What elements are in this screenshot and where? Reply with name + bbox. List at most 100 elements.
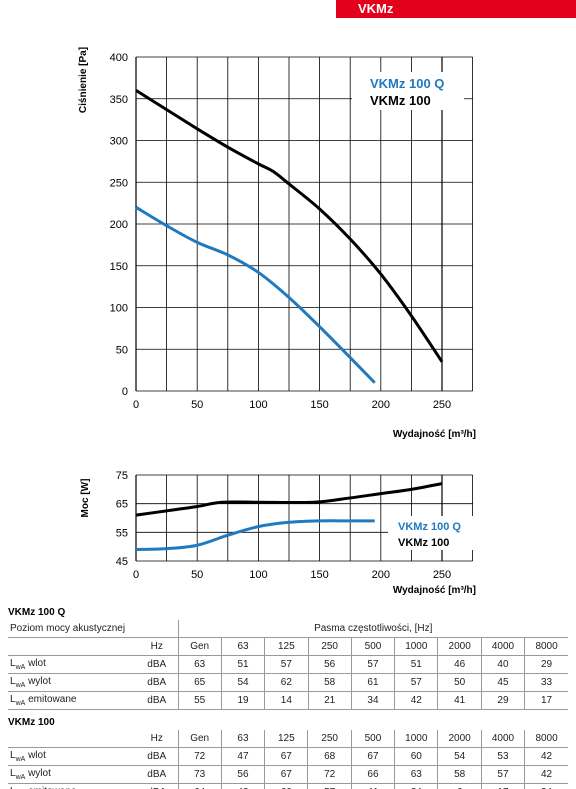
pressure-x-axis-label: Wydajność [m³/h] bbox=[393, 429, 476, 440]
column-header: 250 bbox=[307, 730, 352, 748]
column-header: 2000 bbox=[437, 730, 482, 748]
table-cell: 51 bbox=[394, 655, 438, 674]
c2-y-tick-label: 55 bbox=[116, 527, 128, 539]
column-header: 250 bbox=[307, 637, 352, 656]
c1-y-tick-label: 50 bbox=[116, 344, 128, 356]
table-cell: 54 bbox=[220, 673, 265, 692]
table-cell: 54 bbox=[437, 747, 482, 766]
acoustic-table-q: VKMz 100 Q Poziom mocy akustycznej Pasma… bbox=[8, 606, 568, 710]
table-columns-row: Hz Gen 63 125 250 500 1000 2000 4000 8000 bbox=[8, 637, 568, 656]
c1-x-tick-label: 100 bbox=[249, 399, 267, 411]
row-label: LwA emitowane bbox=[8, 783, 136, 789]
c2-y-tick-label: 75 bbox=[116, 470, 128, 482]
column-header: 500 bbox=[350, 637, 395, 656]
column-header: 8000 bbox=[524, 637, 568, 656]
c2-x-tick-label: 0 bbox=[133, 569, 139, 581]
power-y-axis-label: Moc [W] bbox=[80, 479, 91, 518]
table-cell: 14 bbox=[264, 691, 308, 710]
table-cell: 72 bbox=[307, 765, 352, 784]
row-unit: dBA bbox=[136, 747, 178, 766]
power-legend-100: VKMz 100 bbox=[398, 537, 449, 549]
table-cell: 57 bbox=[394, 673, 438, 692]
table-cell: 41 bbox=[437, 691, 482, 710]
c2-x-tick-label: 50 bbox=[191, 569, 203, 581]
table-cell: 34 bbox=[350, 691, 395, 710]
unit-header: Hz bbox=[136, 637, 179, 656]
table-cell: 64 bbox=[177, 783, 222, 789]
table-row: LwA emitowanedBA64436057412461724 bbox=[8, 783, 568, 789]
power-x-axis-label: Wydajność [m³/h] bbox=[393, 585, 476, 596]
row-label: LwA wlot bbox=[8, 655, 136, 674]
table-cell: 66 bbox=[350, 765, 395, 784]
c2-y-tick-label: 45 bbox=[116, 556, 128, 568]
table-cell: 29 bbox=[524, 655, 568, 674]
table-cell: 45 bbox=[480, 673, 525, 692]
column-header: 4000 bbox=[480, 637, 525, 656]
table-cell: 41 bbox=[350, 783, 395, 789]
row-unit: dBA bbox=[136, 765, 178, 784]
table-cell: 67 bbox=[264, 765, 308, 784]
acoustic-table-q-title: VKMz 100 Q bbox=[8, 607, 66, 618]
c1-x-tick-label: 0 bbox=[133, 399, 139, 411]
table-cell: 17 bbox=[524, 691, 568, 710]
pressure-y-axis-label: Ciśnienie [Pa] bbox=[78, 47, 89, 113]
c1-y-tick-label: 350 bbox=[110, 94, 128, 106]
c2-series-line-0 bbox=[135, 519, 375, 552]
column-header: 1000 bbox=[394, 730, 438, 748]
table-cell: 62 bbox=[264, 673, 308, 692]
table-cell: 51 bbox=[220, 655, 265, 674]
c1-y-tick-label: 200 bbox=[110, 219, 128, 231]
c2-series-line-1 bbox=[135, 482, 443, 517]
c1-y-tick-label: 100 bbox=[110, 303, 128, 315]
table-row: LwA wlot dBA 72 47 67 68 67 60 54 53 42 bbox=[8, 747, 568, 766]
column-header: 4000 bbox=[480, 730, 525, 748]
pressure-legend-100: VKMz 100 bbox=[370, 93, 431, 108]
table-row: LwA emitowane dBA 55 19 14 21 34 42 41 29 17 bbox=[8, 691, 568, 710]
c1-x-tick-label: 50 bbox=[191, 399, 203, 411]
c2-x-tick-label: 200 bbox=[372, 569, 390, 581]
c1-y-tick-label: 150 bbox=[110, 261, 128, 273]
table-cell: 57 bbox=[480, 765, 525, 784]
unit-header: Hz bbox=[136, 730, 178, 748]
row-label: LwA wylot bbox=[8, 765, 136, 784]
table-cell: 33 bbox=[524, 673, 568, 692]
c1-x-tick-label: 200 bbox=[372, 399, 390, 411]
table-cell: 6 bbox=[437, 783, 482, 789]
table-cell: 56 bbox=[220, 765, 265, 784]
product-badge: VKMz bbox=[336, 0, 576, 18]
table-header-label: Poziom mocy akustycznej bbox=[8, 620, 179, 638]
column-header: 1000 bbox=[394, 637, 438, 656]
c1-y-tick-label: 400 bbox=[110, 52, 128, 64]
power-legend-q: VKMz 100 Q bbox=[398, 521, 461, 533]
power-chart: 45 55 65 75 0 50 100 150 200 250 Moc [W] Wydajnoś… bbox=[80, 470, 476, 596]
table-cell: 17 bbox=[480, 783, 525, 789]
table-columns-row: Hz Gen 63 125 250 500 1000 2000 4000 8000 bbox=[8, 730, 568, 748]
c2-x-tick-label: 250 bbox=[433, 569, 451, 581]
column-header: 8000 bbox=[524, 730, 568, 748]
c1-x-tick-label: 250 bbox=[433, 399, 451, 411]
column-header: Gen bbox=[177, 637, 222, 656]
table-cell: 50 bbox=[437, 673, 482, 692]
row-unit: dBA bbox=[136, 783, 178, 789]
table-cell: 67 bbox=[350, 747, 395, 766]
table-cell: 42 bbox=[394, 691, 438, 710]
table-cell: 42 bbox=[524, 765, 568, 784]
table-cell: 61 bbox=[350, 673, 395, 692]
c2-x-tick-label: 100 bbox=[249, 569, 267, 581]
table-cell: 68 bbox=[307, 747, 352, 766]
table-cell: 55 bbox=[177, 691, 222, 710]
table-cell: 60 bbox=[394, 747, 438, 766]
column-header: 500 bbox=[350, 730, 395, 748]
table-cell: 73 bbox=[177, 765, 222, 784]
table-cell: 46 bbox=[437, 655, 482, 674]
table-cell: 57 bbox=[350, 655, 395, 674]
c1-y-tick-label: 300 bbox=[110, 136, 128, 148]
row-unit: dBA bbox=[136, 655, 179, 674]
table-cell: 21 bbox=[307, 691, 352, 710]
table-cell: 53 bbox=[480, 747, 525, 766]
table-cell: 57 bbox=[264, 655, 308, 674]
table-header-caption: Pasma częstotliwości, [Hz] bbox=[177, 620, 568, 638]
acoustic-table-100: VKMz 100 Hz Gen 63 125 250 500 1000 2000 4000 80… bbox=[8, 716, 568, 789]
